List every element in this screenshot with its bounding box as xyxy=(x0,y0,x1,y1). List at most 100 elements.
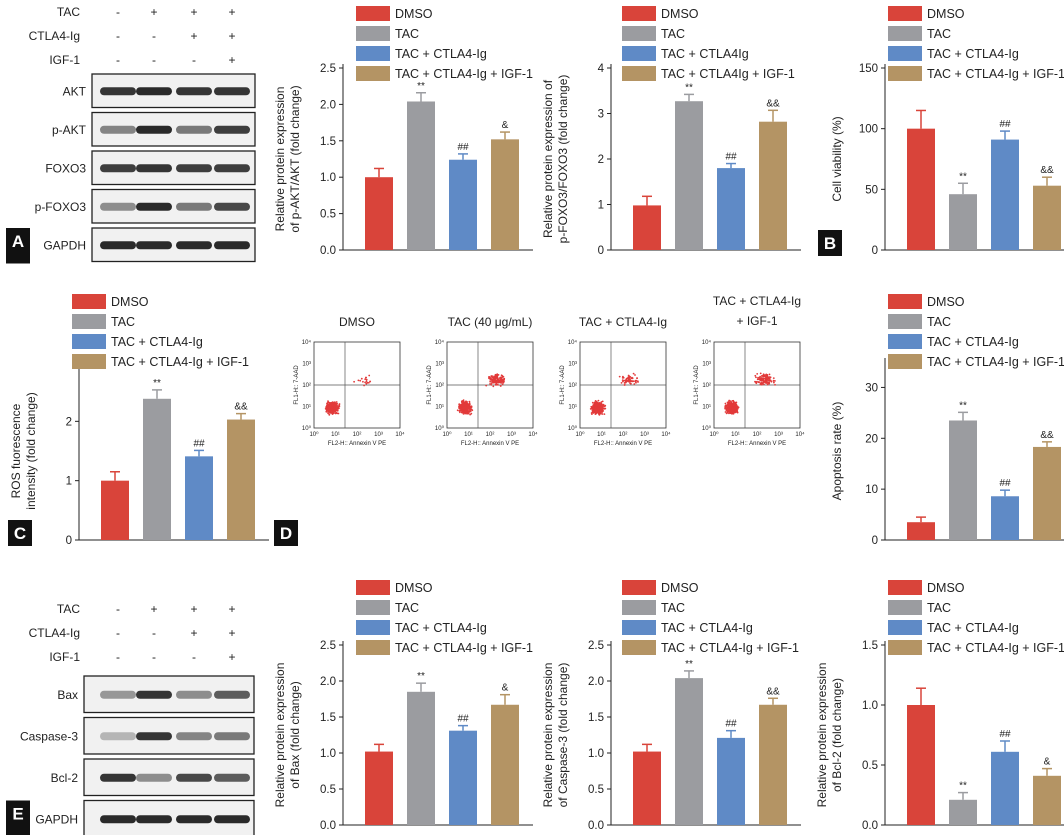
flow-x-tick: 10³ xyxy=(774,432,783,438)
flow-y-tick: 10⁰ xyxy=(435,425,445,432)
chart-A: 0.0 0.5 1.0 1.5 2.0 2.5 Relative protein expre… xyxy=(273,6,533,257)
flow-y-label: FL1-H:: 7-AAD xyxy=(560,365,566,405)
flow-event-dot xyxy=(357,379,360,382)
flow-y-tick: 10⁴ xyxy=(435,339,445,346)
legend-label: TAC xyxy=(927,601,951,615)
y-axis-label: ROS fuorescenceintensity (fold change) xyxy=(9,392,38,509)
protein-band xyxy=(100,241,136,250)
protein-band xyxy=(136,773,172,782)
flow-event-dot xyxy=(759,372,762,375)
flow-event-dot xyxy=(769,376,772,379)
chart-B: 0 50 100 150 Cell viability (%) ** ## && DMSO TAC… xyxy=(818,6,1064,257)
flow-event-dot xyxy=(632,372,635,375)
legend-swatch xyxy=(356,640,390,655)
flow-event-dot xyxy=(627,379,629,382)
flow-event-dot xyxy=(635,379,638,382)
flow-event-dot xyxy=(468,400,471,403)
flow-event-dot xyxy=(493,380,496,382)
flow-event-dot xyxy=(595,402,598,405)
flow-event-dot xyxy=(462,406,465,409)
flow-event-dot xyxy=(765,377,767,379)
protein-band xyxy=(214,241,250,250)
flow-event-dot xyxy=(631,377,634,380)
legend-label: TAC xyxy=(661,601,685,615)
flow-event-dot xyxy=(763,374,766,377)
flow-y-label: FL1-H:: 7-AAD xyxy=(427,365,433,405)
condition-label: CTLA4-Ig xyxy=(29,29,80,43)
legend-label: TAC + CTLA4-Ig xyxy=(927,621,1019,635)
flow-event-dot xyxy=(330,408,332,411)
condition-sign: - xyxy=(116,650,120,664)
y-tick-label: 2.5 xyxy=(320,63,336,75)
flow-event-dot xyxy=(735,406,738,408)
condition-sign: + xyxy=(150,5,157,19)
flow-event-dot xyxy=(591,413,593,415)
flow-x-tick: 10² xyxy=(353,432,362,438)
flow-event-dot xyxy=(499,385,502,387)
protein-band xyxy=(176,815,212,824)
panel-letter: C xyxy=(14,524,26,543)
protein-band xyxy=(100,164,136,173)
flow-event-dot xyxy=(470,405,473,408)
flow-event-dot xyxy=(591,407,593,410)
flow-event-dot xyxy=(591,410,594,413)
flow-event-dot xyxy=(338,404,341,406)
y-axis-label-line: of Caspase-3 (fold change) xyxy=(556,663,570,808)
flow-event-dot xyxy=(327,409,330,411)
flow-event-dot xyxy=(597,408,600,411)
condition-sign: - xyxy=(192,53,196,67)
condition-sign: - xyxy=(116,53,120,67)
y-tick-label: 1.5 xyxy=(862,640,878,652)
flow-x-label: FL2-H:: Annexin V PE xyxy=(461,441,519,447)
flow-x-tick: 10³ xyxy=(374,432,383,438)
protein-label: GAPDH xyxy=(43,238,86,252)
flow-event-dot xyxy=(490,384,493,386)
legend-label: DMSO xyxy=(661,7,699,21)
y-tick-label: 0.5 xyxy=(320,209,336,221)
flow-panel-title-line: TAC + CTLA4-Ig xyxy=(579,315,667,329)
flow-event-dot xyxy=(621,379,624,381)
condition-sign: - xyxy=(152,29,156,43)
flow-event-dot xyxy=(597,404,599,407)
flow-event-dot xyxy=(600,404,603,407)
flow-event-dot xyxy=(621,377,624,379)
flow-y-tick: 10³ xyxy=(302,362,311,368)
flow-event-dot xyxy=(331,413,334,415)
protein-band xyxy=(100,773,136,782)
significance-mark: ## xyxy=(725,152,737,163)
flow-event-dot xyxy=(758,381,761,383)
condition-sign: - xyxy=(152,53,156,67)
protein-label: p-FOXO3 xyxy=(35,200,87,214)
flow-event-dot xyxy=(365,380,368,383)
protein-band xyxy=(176,241,212,250)
y-tick-label: 1.0 xyxy=(320,748,336,760)
flow-event-dot xyxy=(731,410,733,412)
flow-x-tick: 10¹ xyxy=(464,432,473,438)
flow-event-dot xyxy=(470,412,473,415)
flow-y-tick: 10² xyxy=(568,383,577,389)
flow-panel-title-line: DMSO xyxy=(339,315,375,329)
flow-x-tick: 10⁴ xyxy=(395,431,405,438)
flow-event-dot xyxy=(500,377,503,380)
significance-mark: ** xyxy=(153,378,161,389)
y-tick-label: 2.0 xyxy=(588,676,604,688)
bar xyxy=(759,121,787,250)
legend-swatch xyxy=(356,600,390,615)
flow-event-dot xyxy=(600,407,603,410)
flow-event-dot xyxy=(733,409,735,412)
flow-x-tick: 10² xyxy=(619,432,628,438)
flow-event-dot xyxy=(333,407,336,409)
protein-band xyxy=(100,732,136,741)
flow-event-dot xyxy=(772,377,775,379)
flow-event-dot xyxy=(367,381,370,384)
flow-event-dot xyxy=(496,376,499,378)
significance-mark: ## xyxy=(457,714,469,725)
panel-letter-box xyxy=(8,520,32,546)
flow-event-dot xyxy=(490,378,493,380)
panel-letter-box xyxy=(274,520,298,546)
y-tick-label: 0.0 xyxy=(320,820,336,832)
condition-sign: - xyxy=(116,5,120,19)
legend-label: TAC + CTLA4-Ig xyxy=(395,621,487,635)
flow-event-dot xyxy=(766,379,768,382)
chart-E2: 0.0 0.5 1.0 1.5 2.0 2.5 Relative protein expre… xyxy=(541,580,801,832)
